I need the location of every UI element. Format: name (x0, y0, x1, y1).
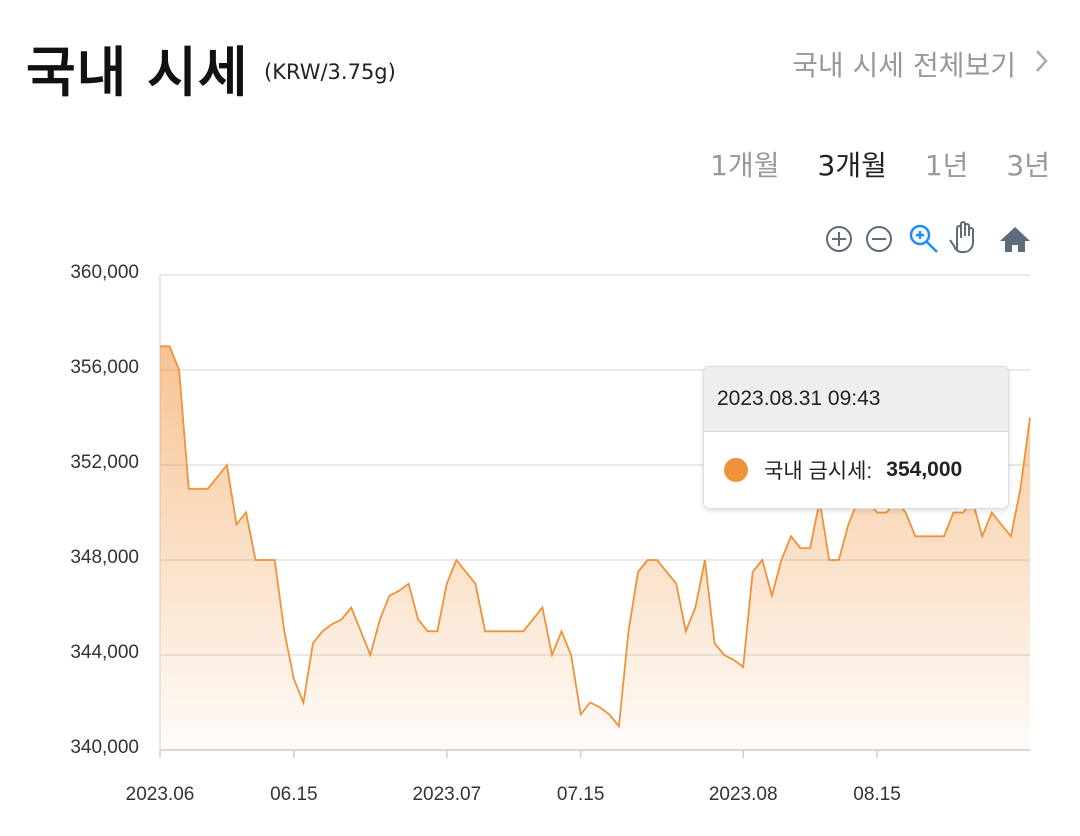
y-tick-label: 348,000 (70, 547, 139, 568)
x-tick-label: 2023.07 (412, 784, 481, 805)
tooltip: 2023.08.31 09:43 국내 금시세: 354,000 (703, 366, 1009, 509)
period-tab[interactable]: 3년 (1006, 149, 1050, 182)
toolbar (826, 221, 1030, 253)
tooltip-series: 국내 금시세: (764, 460, 873, 483)
tooltip-time: 2023.08.31 09:43 (704, 367, 1008, 432)
chevron-icon[interactable] (1034, 48, 1050, 74)
x-tick-label: 07.15 (557, 784, 605, 805)
period-tabs: 1개월 3개월 1년 3년 (710, 144, 1050, 184)
x-tick-label: 2023.06 (126, 784, 195, 805)
x-tick-label: 2023.08 (709, 784, 778, 805)
view-all-link[interactable]: 국내 시세 전체보기 (792, 49, 1016, 82)
area-fill (160, 346, 1030, 750)
y-tick-label: 352,000 (70, 452, 139, 473)
period-tab[interactable]: 1개월 (710, 149, 780, 182)
pan-button[interactable] (949, 221, 974, 253)
x-tick-label: 08.15 (853, 784, 901, 805)
tooltip-marker (724, 458, 748, 482)
period-tab[interactable]: 1년 (924, 149, 969, 182)
unit-label: (KRW/3.75g) (264, 60, 396, 84)
zoom-out-button[interactable] (866, 226, 892, 252)
page-title: 국내 시세 (26, 41, 249, 104)
zoom-select-button[interactable] (909, 224, 938, 253)
home-button[interactable] (1000, 227, 1030, 252)
period-tab[interactable]: 3개월 (817, 149, 887, 182)
zoom-in-button[interactable] (826, 226, 852, 252)
y-tick-label: 356,000 (70, 357, 139, 378)
price-line (160, 345, 1031, 729)
y-tick-label: 360,000 (70, 262, 139, 283)
tooltip-row: 국내 금시세: 354,000 (724, 455, 962, 485)
y-tick-label: 340,000 (70, 737, 139, 758)
y-tick-label: 344,000 (70, 642, 139, 663)
tooltip-value: 354,000 (886, 458, 963, 481)
x-tick-label: 06.15 (270, 784, 318, 805)
